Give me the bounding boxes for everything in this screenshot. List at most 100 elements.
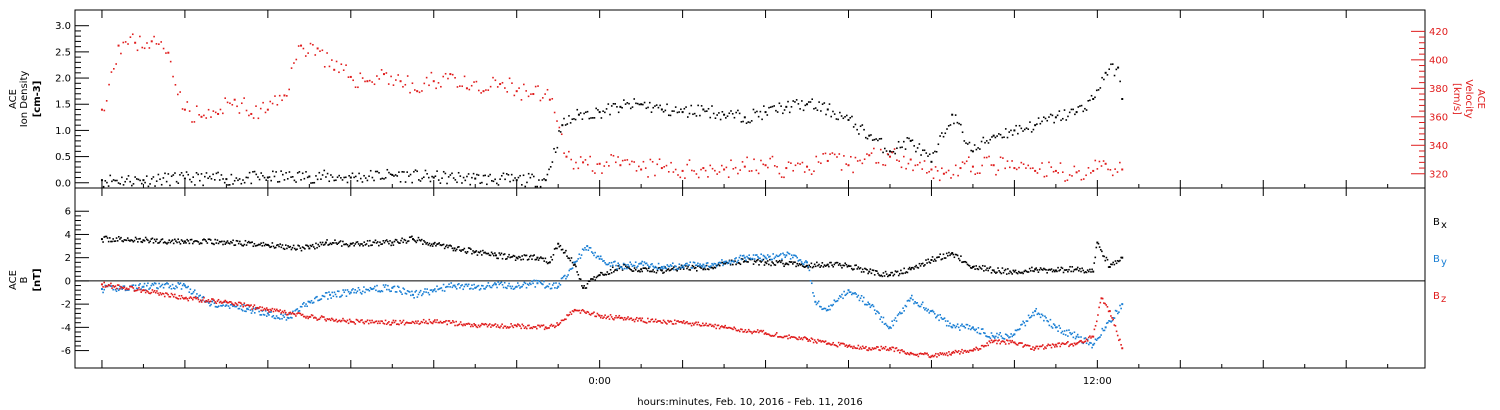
by-sample [646, 264, 649, 266]
by-sample [973, 328, 975, 331]
bz-point [515, 325, 518, 328]
velocity-sample [518, 87, 520, 89]
velocity-sample [916, 164, 919, 166]
by-sample [830, 304, 832, 306]
velocity-sample [1071, 175, 1073, 177]
bz-sample [357, 320, 360, 323]
by-sample [594, 251, 596, 254]
ion-density-sample [510, 173, 513, 176]
bx-sample [585, 287, 588, 289]
bz-sample [190, 297, 193, 299]
bz-sample [773, 334, 776, 337]
by-sample [414, 291, 417, 293]
bz-sample [476, 326, 479, 329]
bz-sample [484, 322, 487, 325]
ion-density-sample [444, 172, 447, 175]
by-sample [659, 267, 662, 270]
bz-sample [260, 309, 262, 312]
bz-sample [732, 328, 734, 331]
bx-sample [790, 261, 793, 263]
bz-sample [584, 311, 586, 314]
bz-sample [671, 323, 674, 325]
bx-sample [985, 269, 987, 271]
bx-sample [353, 244, 355, 247]
by-sample [894, 317, 897, 319]
bx-sample [1085, 271, 1088, 274]
bz-sample [599, 316, 602, 319]
ion-density-sample [359, 177, 362, 180]
ion-density-sample [852, 126, 855, 128]
velocity-sample [716, 173, 718, 175]
ion-density-sample [471, 176, 473, 179]
ion-density-sample [348, 174, 350, 177]
ion-density-sample [864, 136, 867, 139]
bx-sample [917, 267, 920, 269]
bx-sample [281, 244, 284, 246]
ion-density-sample [160, 183, 163, 186]
bz-sample [786, 335, 788, 337]
bx-sample [896, 270, 899, 273]
ion-density-point [681, 111, 684, 114]
bz-sample [421, 321, 424, 324]
ion-density-sample [497, 184, 500, 186]
bx-sample [1113, 263, 1116, 266]
velocity-sample [873, 147, 875, 150]
velocity-sample [656, 163, 659, 166]
velocity-point [532, 93, 535, 96]
by-sample [244, 310, 246, 312]
ion-density-sample [700, 105, 703, 107]
velocity-sample [896, 159, 898, 161]
velocity-sample [442, 75, 445, 78]
bz-sample [1017, 342, 1020, 345]
by-sample [834, 300, 837, 303]
velocity-sample [214, 111, 217, 114]
velocity-sample [1020, 161, 1023, 164]
bz-sample [185, 296, 187, 299]
by-sample [1043, 319, 1045, 322]
bx-sample [540, 256, 542, 258]
by-sample [1028, 317, 1031, 319]
bx-point [888, 274, 891, 277]
bz-sample [286, 314, 288, 316]
by-sample [790, 254, 793, 257]
velocity-sample [321, 49, 324, 52]
bx-sample [566, 255, 568, 258]
ion-density-sample [833, 113, 836, 115]
bz-sample [821, 340, 824, 342]
bx-sample [288, 246, 290, 249]
bz-sample [361, 319, 363, 321]
bx-sample [1032, 270, 1034, 272]
by-sample [588, 246, 591, 249]
by-sample [823, 307, 826, 310]
by-sample [927, 308, 929, 311]
ion-density-sample [131, 184, 133, 187]
by-sample [390, 290, 392, 292]
bz-sample [799, 338, 802, 340]
bx-sample [907, 268, 910, 270]
by-sample [924, 308, 926, 311]
by-sample [628, 265, 630, 268]
bz-sample [317, 318, 320, 321]
velocity-sample [120, 52, 122, 55]
by-sample [427, 291, 430, 294]
velocity-sample [162, 47, 165, 50]
by-point [909, 297, 912, 300]
bx-sample [908, 266, 911, 269]
bz-sample [940, 353, 943, 356]
bx-sample [552, 254, 555, 256]
bx-sample [796, 262, 799, 265]
bx-sample [455, 248, 458, 251]
ion-density-sample [915, 150, 917, 153]
by-sample [1074, 337, 1077, 340]
by-sample [789, 258, 792, 260]
bx-point [598, 274, 601, 277]
velocity-sample [617, 156, 619, 158]
by-sample [782, 252, 784, 255]
by-sample [1085, 342, 1088, 345]
by-sample [699, 263, 701, 265]
bz-sample [304, 315, 306, 318]
bx-sample [1070, 270, 1072, 273]
bz-sample [969, 349, 972, 352]
bx-sample [916, 266, 919, 269]
by-sample [689, 261, 692, 264]
